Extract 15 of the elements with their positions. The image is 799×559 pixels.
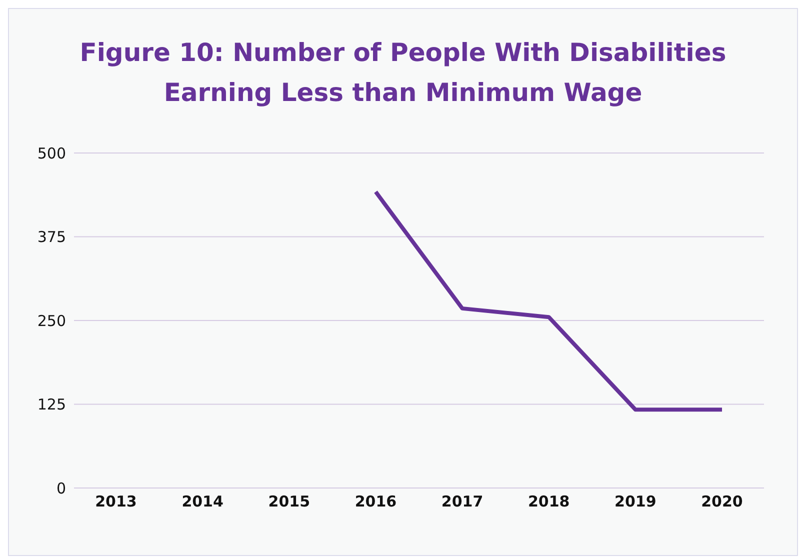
x-tick-label: 2013: [95, 492, 137, 511]
x-tick-label: 2016: [354, 492, 397, 511]
y-tick-label: 0: [56, 479, 66, 498]
x-tick-label: 2020: [701, 492, 743, 511]
line-series: [374, 190, 724, 412]
y-tick-label: 500: [37, 144, 66, 162]
y-tick-label: 375: [37, 228, 66, 246]
x-tick-label: 2017: [441, 492, 484, 511]
chart-title: Figure 10: Number of People With Disabilities Earning Less than Minimum Wage: [78, 37, 728, 109]
y-tick-label: 250: [37, 312, 66, 330]
y-tick-label: 125: [37, 396, 66, 414]
x-tick-label: 2018: [528, 492, 570, 511]
x-tick-label: 2014: [182, 492, 224, 511]
x-tick-label: 2019: [614, 492, 656, 511]
x-tick-label: 2015: [268, 492, 310, 511]
